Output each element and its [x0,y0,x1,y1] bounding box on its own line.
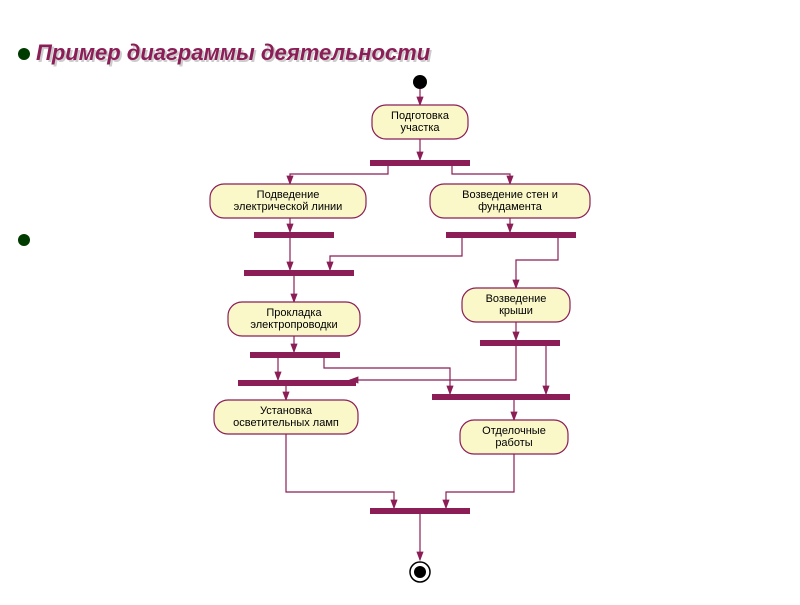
sync-bar-barRoofOut [480,340,560,346]
activity-roof: Возведениекрыши [462,288,570,322]
sync-bar-joinFinish [432,394,570,400]
flow-arrow [452,166,510,184]
svg-text:электрической линии: электрической линии [234,201,343,213]
activity-finish: Отделочныеработы [460,420,568,454]
flow-arrow [324,358,450,394]
sync-bar-fork1 [370,160,470,166]
svg-text:Возведение: Возведение [486,293,547,305]
svg-text:Установка: Установка [260,405,313,417]
flow-arrow [516,238,558,288]
decorative-bullet [18,48,30,60]
end-node [410,562,430,582]
svg-text:участка: участка [400,122,440,134]
sync-bar-barWiringOut [250,352,340,358]
activity-diagram: Подготовкаучастка Подведениеэлектрической… [0,0,800,600]
sync-bar-barWallsOut [446,232,576,238]
flow-arrow [290,166,388,184]
svg-text:фундамента: фундамента [478,201,543,213]
sync-bar-joinFinal [370,508,470,514]
page-title: Пример диаграммы деятельности [36,40,430,66]
start-node [413,75,427,89]
activity-lamps: Установкаосветительных ламп [214,400,358,434]
activity-walls: Возведение стен ифундамента [430,184,590,218]
svg-text:крыши: крыши [499,305,533,317]
svg-text:Прокладка: Прокладка [266,307,322,319]
flow-arrow [286,434,394,508]
svg-text:Отделочные: Отделочные [482,425,546,437]
activity-elec: Подведениеэлектрической линии [210,184,366,218]
svg-text:осветительных ламп: осветительных ламп [233,417,339,429]
flow-arrow [350,346,516,380]
activity-prep: Подготовкаучастка [372,105,468,139]
svg-text:Возведение стен и: Возведение стен и [462,189,558,201]
activity-wiring: Прокладкаэлектропроводки [228,302,360,336]
svg-text:Подготовка: Подготовка [391,110,450,122]
svg-text:Подведение: Подведение [257,189,320,201]
sync-bar-joinWiring [244,270,354,276]
flow-arrow [446,454,514,508]
flow-arrow [330,238,462,270]
svg-text:электропроводки: электропроводки [250,319,337,331]
svg-text:работы: работы [495,437,532,449]
sync-bar-joinLamps [238,380,356,386]
sync-bar-barElecOut [254,232,334,238]
decorative-bullet [18,234,30,246]
